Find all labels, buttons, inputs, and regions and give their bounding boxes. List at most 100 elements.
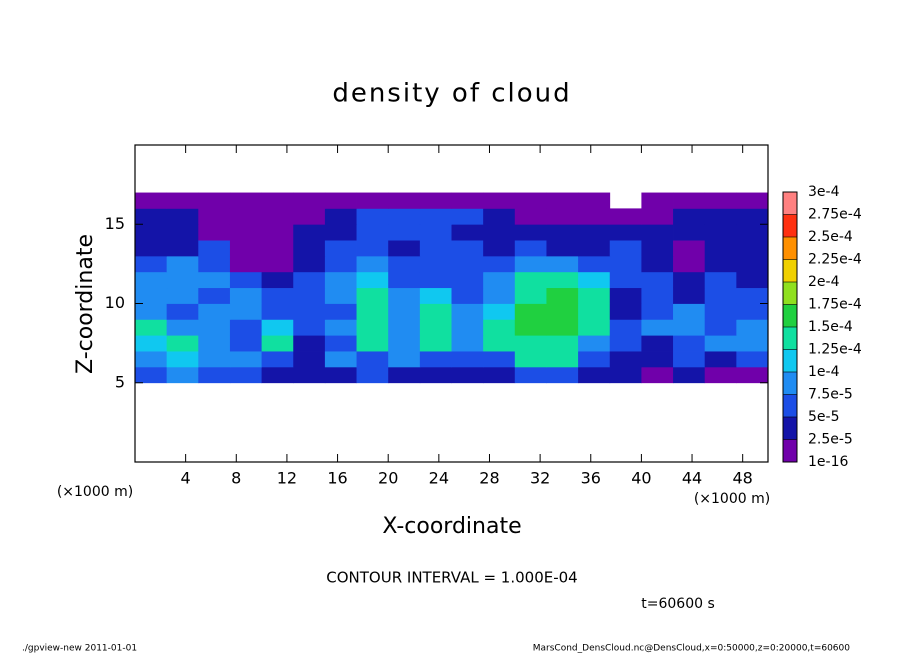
heat-cell (293, 192, 326, 209)
heat-cell (293, 224, 326, 241)
heat-cell (546, 240, 579, 257)
heat-cell (293, 287, 326, 304)
heat-cell (736, 192, 769, 209)
heat-cell (356, 224, 389, 241)
heat-cell (324, 366, 357, 384)
heat-cell (135, 208, 168, 225)
heat-cell (135, 192, 168, 209)
heat-cell (483, 351, 516, 368)
heat-cell (293, 208, 326, 225)
heat-cell (704, 240, 737, 257)
heat-cell (388, 192, 421, 209)
heat-cell (198, 255, 231, 273)
heat-cell (135, 224, 168, 241)
heat-cell (451, 335, 484, 352)
x-tick-label: 16 (327, 469, 347, 488)
heat-cell (609, 319, 642, 336)
heat-cell (388, 287, 421, 304)
heat-cell (261, 271, 294, 289)
heat-cell (451, 208, 484, 225)
heat-cell (419, 287, 452, 304)
heat-cell (261, 303, 294, 320)
heat-cell (578, 255, 611, 273)
heat-cell (483, 366, 516, 384)
heat-cell (198, 271, 231, 289)
heat-cell (641, 287, 674, 304)
heat-cell (578, 271, 611, 289)
heat-cell (514, 240, 547, 257)
heat-cell (324, 287, 357, 304)
heat-cell (578, 224, 611, 241)
heat-cell (324, 319, 357, 336)
heat-cell (546, 224, 579, 241)
heat-cell (324, 208, 357, 225)
heat-cell (356, 366, 389, 384)
heat-cell (609, 271, 642, 289)
heat-cell (451, 255, 484, 273)
heat-cell (704, 271, 737, 289)
heat-cell (673, 192, 706, 209)
heat-cell (483, 271, 516, 289)
heat-cell (736, 224, 769, 241)
heat-cell (483, 335, 516, 352)
x-unit-label: (×1000 m) (694, 491, 770, 507)
heat-cell (483, 224, 516, 241)
heat-cell (166, 192, 199, 209)
heat-cell (704, 287, 737, 304)
heat-cell (166, 240, 199, 257)
heat-cell (704, 255, 737, 273)
heat-cell (451, 271, 484, 289)
heat-cell (166, 303, 199, 320)
heat-cell (451, 192, 484, 209)
heat-cell (324, 303, 357, 320)
heat-cell (166, 271, 199, 289)
heat-cell (261, 255, 294, 273)
colorbar-label: 2.25e-4 (808, 252, 862, 268)
heat-cell (166, 208, 199, 225)
heat-cell (261, 287, 294, 304)
x-tick-label: 12 (277, 469, 297, 488)
heat-cell (736, 351, 769, 368)
heat-cell (578, 287, 611, 304)
heat-cell (293, 271, 326, 289)
heat-cell (673, 351, 706, 368)
heat-cell (578, 240, 611, 257)
heat-cell (736, 303, 769, 320)
colorbar-swatch (783, 237, 797, 260)
heat-cell (641, 224, 674, 241)
colorbar-swatch (783, 304, 797, 327)
x-tick-label: 36 (581, 469, 601, 488)
colorbar-label: 2.5e-5 (808, 432, 853, 448)
heat-cell (293, 240, 326, 257)
heat-cell (229, 240, 262, 257)
heat-cell (673, 271, 706, 289)
heat-cell (229, 366, 262, 384)
heat-cell (293, 255, 326, 273)
x-tick-label: 8 (231, 469, 241, 488)
heat-cell (388, 366, 421, 384)
heat-cell (514, 287, 547, 304)
x-tick-label: 40 (631, 469, 651, 488)
heat-cell (356, 255, 389, 273)
heat-cell (704, 335, 737, 352)
heat-cell (641, 255, 674, 273)
heat-cell (388, 319, 421, 336)
heat-cell (356, 319, 389, 336)
heat-cell (546, 192, 579, 209)
colorbar-swatch (783, 417, 797, 440)
colorbar-swatch (783, 349, 797, 372)
heat-cell (261, 366, 294, 384)
heat-cell (356, 271, 389, 289)
colorbar-label: 2.5e-4 (808, 229, 853, 245)
heat-cell (356, 240, 389, 257)
heat-cell (324, 271, 357, 289)
heat-cell (198, 208, 231, 225)
heat-cell (451, 351, 484, 368)
heat-cell (483, 319, 516, 336)
heat-cell (135, 303, 168, 320)
chart-title: density of cloud (332, 79, 571, 109)
colorbar-swatch (783, 439, 797, 462)
heat-cell (419, 240, 452, 257)
heat-cell (514, 271, 547, 289)
heat-cell (261, 319, 294, 336)
